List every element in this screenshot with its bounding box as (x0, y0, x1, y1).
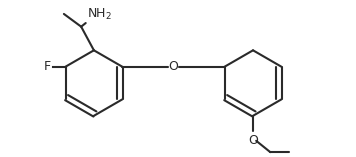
Text: F: F (44, 60, 51, 73)
Text: O: O (168, 60, 178, 73)
Text: O: O (248, 134, 258, 147)
Text: NH$_2$: NH$_2$ (87, 7, 111, 22)
